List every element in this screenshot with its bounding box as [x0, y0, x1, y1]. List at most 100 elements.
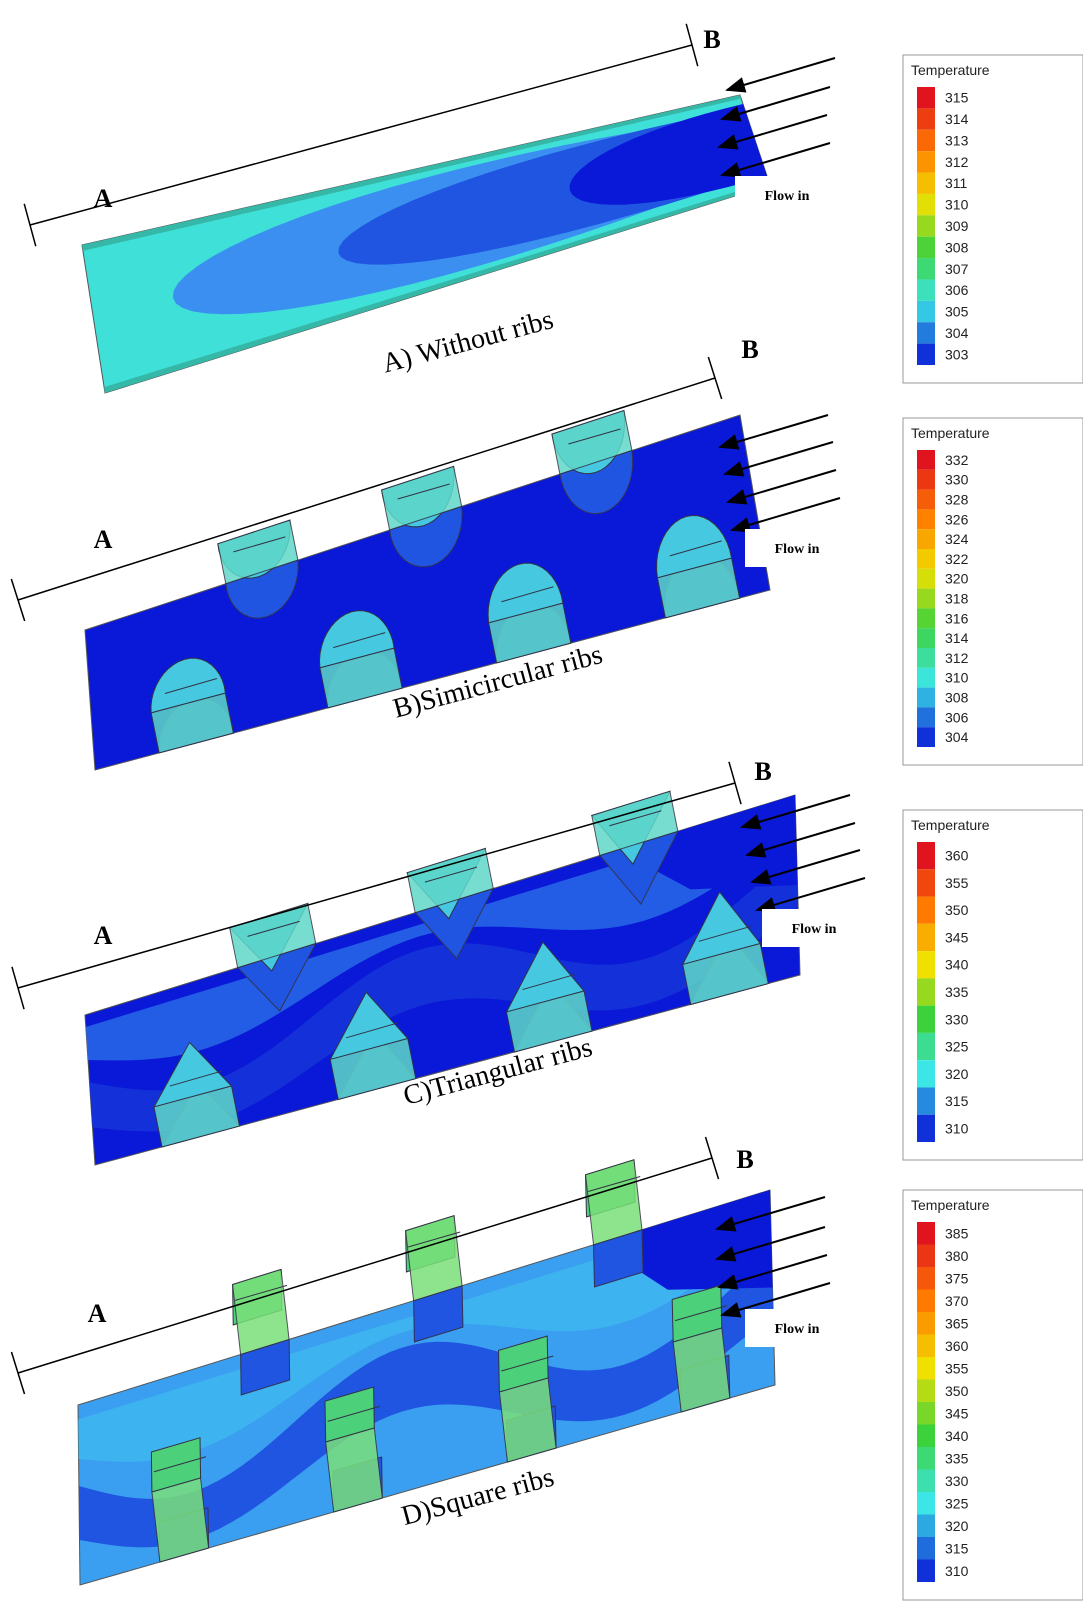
legend-value: 311: [945, 175, 968, 191]
legend-value: 309: [945, 218, 969, 234]
legend-title: Temperature: [911, 425, 990, 441]
rib-side: [406, 1216, 462, 1301]
legend-value: 308: [945, 690, 969, 706]
legend-value: 314: [945, 111, 969, 127]
legend-swatch: [917, 608, 935, 628]
legend-value: 345: [945, 929, 969, 945]
legend-swatch: [917, 130, 935, 151]
legend-value: 328: [945, 492, 969, 508]
legend-value: 360: [945, 848, 969, 864]
legend-value: 315: [945, 90, 969, 106]
legend-value: 314: [945, 630, 969, 646]
legend-value: 312: [945, 154, 969, 170]
label-a: A: [94, 525, 113, 554]
legend-value: 332: [945, 452, 969, 468]
legend-swatch: [917, 1115, 935, 1142]
legend-value: 305: [945, 304, 969, 320]
legend-value: 307: [945, 261, 969, 277]
legend-value: 335: [945, 1450, 969, 1466]
label-a: A: [94, 921, 113, 950]
legend-swatch: [917, 301, 935, 322]
legend-swatch: [917, 1006, 935, 1033]
legend-swatch: [917, 951, 935, 978]
legend-value: 330: [945, 1473, 969, 1489]
legend-value: 380: [945, 1248, 969, 1264]
label-a: A: [88, 1299, 107, 1328]
flow-label: Flow in: [775, 1322, 820, 1337]
rib-side: [152, 1478, 209, 1562]
legend-swatch: [917, 589, 935, 609]
legend-value: 320: [945, 1066, 969, 1082]
legend-swatch: [917, 1357, 935, 1380]
legend-swatch: [917, 108, 935, 129]
legend-swatch: [917, 1492, 935, 1515]
legend-swatch: [917, 1312, 935, 1335]
flow-label: Flow in: [775, 542, 820, 557]
legend-value: 325: [945, 1039, 969, 1055]
label-b: B: [703, 25, 720, 54]
flow-arrow: [727, 58, 835, 90]
legend-value: 304: [945, 729, 969, 745]
rib-side: [586, 1160, 642, 1245]
legend-value: 312: [945, 650, 969, 666]
legend-swatch: [917, 344, 935, 365]
legend-value: 316: [945, 610, 969, 626]
legend-swatch: [917, 1470, 935, 1493]
label-b: B: [736, 1145, 753, 1174]
legend-swatch: [917, 194, 935, 215]
legend-value: 365: [945, 1315, 969, 1331]
figure: A B Flow in A) Without ribs Temperature 315 31…: [0, 0, 1083, 1602]
legend-swatch: [917, 1402, 935, 1425]
legend-value: 322: [945, 551, 969, 567]
legend-swatch: [917, 1560, 935, 1583]
dimension-tick: [24, 204, 36, 246]
legend-value: 370: [945, 1293, 969, 1309]
legend-swatch: [917, 151, 935, 172]
legend-swatch: [917, 1515, 935, 1538]
legend-value: 350: [945, 902, 969, 918]
legend-swatch: [917, 215, 935, 236]
legend-swatch: [917, 1335, 935, 1358]
legend-value: 350: [945, 1383, 969, 1399]
legend-value: 313: [945, 132, 969, 148]
legend-value: 315: [945, 1540, 969, 1556]
flow-label: Flow in: [792, 922, 837, 937]
legend-swatch: [917, 549, 935, 569]
legend-swatch: [917, 1425, 935, 1448]
legend-swatch: [917, 1447, 935, 1470]
legend-swatch: [917, 628, 935, 648]
dimension-tick: [11, 579, 24, 621]
legend-swatch: [917, 1267, 935, 1290]
legend-value: 360: [945, 1338, 969, 1354]
legend-swatch: [917, 470, 935, 490]
legend-swatch: [917, 707, 935, 727]
legend-value: 308: [945, 239, 969, 255]
label-a: A: [94, 184, 113, 213]
legend-value: 325: [945, 1495, 969, 1511]
dimension-tick: [729, 762, 741, 804]
legend-swatch: [917, 842, 935, 869]
legend-value: 310: [945, 1120, 969, 1136]
legend-value: 324: [945, 531, 969, 547]
legend-swatch: [917, 1033, 935, 1060]
caption: A) Without ribs: [379, 304, 557, 379]
dimension-tick: [12, 967, 24, 1009]
legend-value: 330: [945, 1011, 969, 1027]
legend-value: 315: [945, 1093, 969, 1109]
rib-side: [233, 1269, 289, 1354]
dimension-tick: [708, 357, 721, 399]
legend-swatch: [917, 1060, 935, 1087]
legend-value: 310: [945, 197, 969, 213]
legend-value: 355: [945, 875, 969, 891]
legend-value: 335: [945, 984, 969, 1000]
legend-swatch: [917, 450, 935, 470]
legend-swatch: [917, 869, 935, 896]
legend-swatch: [917, 173, 935, 194]
legend-swatch: [917, 322, 935, 343]
legend-swatch: [917, 924, 935, 951]
label-b: B: [754, 757, 771, 786]
